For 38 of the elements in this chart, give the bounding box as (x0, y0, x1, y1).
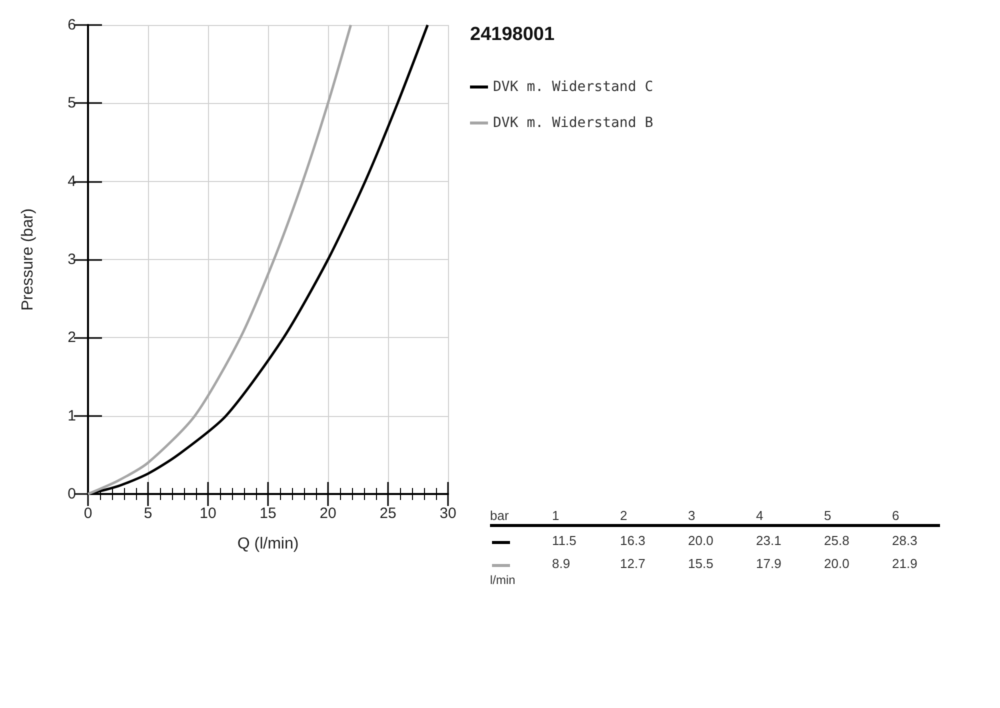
x-tick-label: 20 (320, 505, 336, 522)
text: 21.9 (892, 556, 918, 571)
x-tick-label: 0 (84, 505, 92, 522)
text: 6 (892, 508, 900, 523)
x-tick-label: 10 (200, 505, 216, 522)
y-tick-label: 4 (68, 172, 76, 190)
text: 2 (620, 508, 628, 523)
text: 28.3 (892, 533, 918, 548)
text: l/min (490, 573, 516, 587)
text: 1 (552, 508, 560, 523)
text: 11.5 (552, 533, 576, 548)
text: 16.3 (620, 533, 646, 548)
text: 3 (688, 508, 696, 523)
y-tick-label: 3 (68, 251, 76, 268)
x-axis-title: Q (l/min) (237, 536, 299, 552)
y-tick-label: 1 (68, 407, 76, 424)
y-tick-label: 6 (68, 16, 76, 34)
text: 20.0 (824, 556, 850, 571)
x-tick-label: 30 (440, 505, 456, 522)
legend-label: DVK m. Widerstand B (493, 115, 654, 131)
legend-label: DVK m. Widerstand C (493, 79, 654, 95)
text: 25.8 (824, 533, 850, 548)
y-tick-label: 0 (68, 486, 76, 502)
text: 23.1 (756, 533, 782, 548)
text: 4 (756, 508, 764, 523)
text: 12.7 (620, 556, 646, 571)
text: 17.9 (756, 556, 782, 571)
y-tick-label: 5 (68, 94, 76, 112)
text: 24198001 (470, 24, 555, 45)
y-tick-label: 2 (68, 329, 76, 346)
x-tick-label: 5 (144, 505, 152, 522)
text: 8.9 (552, 556, 570, 571)
text: 15.5 (688, 556, 714, 571)
text: bar (490, 508, 509, 523)
text: 20.0 (688, 533, 714, 548)
x-tick-label: 15 (260, 505, 276, 522)
x-tick-label: 25 (380, 505, 396, 522)
y-axis-title: Pressure (bar) (20, 208, 36, 311)
